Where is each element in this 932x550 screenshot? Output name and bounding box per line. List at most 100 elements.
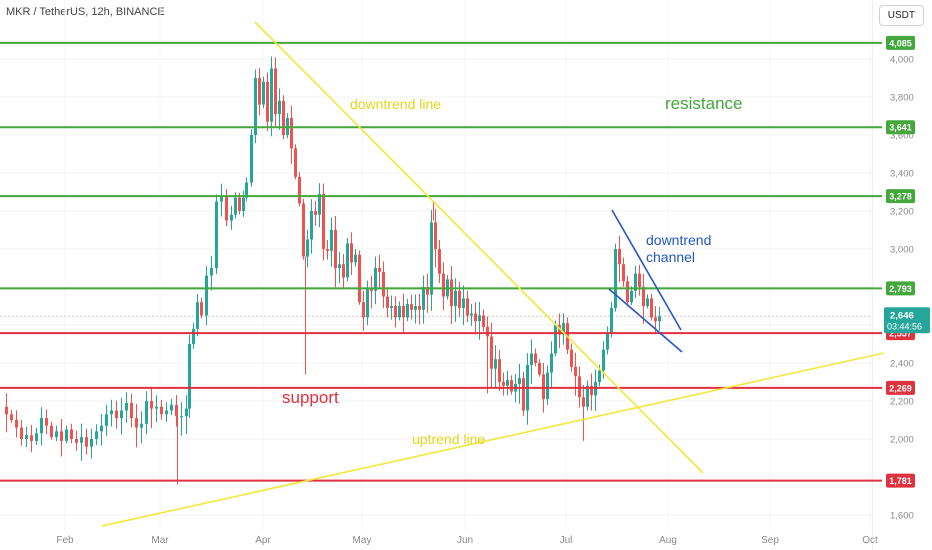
candle-body — [602, 349, 605, 371]
candle-body — [330, 230, 333, 251]
candle-body — [642, 287, 645, 306]
candle-body — [105, 414, 108, 426]
candle-body — [582, 397, 585, 407]
candle-body — [370, 288, 373, 291]
candle-body — [225, 195, 228, 221]
y-tick-label: 2,200 — [890, 397, 914, 408]
price-axis-divider — [872, 0, 873, 550]
candle-body — [378, 268, 381, 272]
candle-body — [538, 363, 541, 375]
candle-body — [590, 385, 593, 396]
candle-body — [10, 414, 13, 420]
candle-body — [185, 408, 188, 417]
candle-body — [85, 437, 88, 447]
candle-body — [490, 336, 493, 369]
candle-body — [306, 239, 309, 257]
resistance-price-tag — [886, 189, 915, 204]
candle-body — [574, 366, 577, 377]
candle-body — [140, 423, 143, 428]
candle-body — [210, 268, 213, 276]
current-price-tag — [884, 307, 930, 334]
downtrend-line — [254, 21, 704, 474]
candle-body — [558, 325, 561, 335]
candle-body — [438, 249, 441, 274]
annotation-label: downtrend — [646, 232, 711, 248]
candle-body — [486, 326, 489, 337]
candle-body — [658, 316, 661, 322]
resistance-price-tag — [886, 281, 915, 296]
candle-body — [115, 410, 118, 419]
candle-body — [494, 359, 497, 369]
y-tick-label: 4,000 — [890, 55, 914, 66]
candle-body — [196, 302, 199, 329]
candle-body — [382, 271, 385, 297]
candle-body — [402, 306, 405, 318]
candle-body — [50, 425, 53, 438]
countdown-label: 03:44:56 — [887, 321, 922, 331]
candle-body — [25, 435, 28, 439]
x-tick-label: May — [353, 535, 372, 546]
candle-body — [422, 287, 425, 310]
candle-body — [35, 433, 38, 441]
candle-body — [346, 243, 349, 278]
annotation-label: downtrend line — [350, 96, 441, 112]
candle-body — [638, 273, 641, 287]
candle-body — [15, 420, 18, 428]
candle-body — [125, 402, 128, 411]
candle-body — [498, 359, 501, 382]
candle-body — [542, 374, 545, 400]
candle-body — [458, 290, 461, 308]
candle-body — [160, 406, 163, 415]
candle-body — [334, 230, 337, 268]
candle-body — [646, 298, 649, 306]
candle-body — [562, 323, 565, 335]
y-tick-label: 3,800 — [890, 93, 914, 104]
candle-body — [266, 81, 269, 122]
resistance-price-label: 2,793 — [889, 284, 912, 294]
candle-body — [342, 264, 345, 278]
candle-body — [578, 376, 581, 398]
support-price-tag — [886, 380, 915, 395]
candle-body — [230, 214, 233, 221]
candle-body — [654, 317, 657, 322]
candle-body — [462, 298, 465, 308]
candle-body — [20, 427, 23, 439]
candle-body — [40, 418, 43, 434]
resistance-price-tag — [886, 35, 915, 50]
channel-lower-line — [608, 288, 683, 353]
candle-body — [394, 306, 397, 318]
candle-body — [430, 222, 433, 295]
candle-body — [90, 439, 93, 447]
resistance-price-label: 3,278 — [889, 192, 912, 202]
candle-body — [254, 78, 257, 135]
channel-upper-line — [611, 209, 682, 331]
candle-body — [606, 332, 609, 350]
candle-body — [278, 100, 281, 115]
x-tick-label: Feb — [56, 535, 74, 546]
candle-body — [302, 203, 305, 257]
candle-body — [242, 197, 245, 211]
candle-body — [326, 249, 329, 251]
candle-body — [626, 281, 629, 303]
candle-body — [135, 418, 138, 428]
support-price-tag — [886, 473, 915, 488]
candle-body — [398, 306, 401, 318]
y-tick-label: 2,400 — [890, 359, 914, 370]
uptrend-line — [101, 352, 885, 527]
candle-body — [506, 380, 509, 386]
candle-body — [215, 201, 218, 268]
x-tick-label: Oct — [862, 535, 878, 546]
candle-body — [274, 68, 277, 115]
candle-body — [478, 315, 481, 322]
candle-body — [366, 288, 369, 318]
candle-body — [482, 315, 485, 327]
x-tick-label: Apr — [255, 535, 271, 546]
candle-body — [622, 264, 625, 282]
y-tick-label: 3,600 — [890, 131, 914, 142]
support-price-label: 1,781 — [889, 476, 912, 486]
currency-selector[interactable]: USDT — [878, 5, 924, 26]
candle-body — [60, 431, 63, 441]
candle-body — [442, 273, 445, 297]
candle-body — [374, 268, 377, 291]
